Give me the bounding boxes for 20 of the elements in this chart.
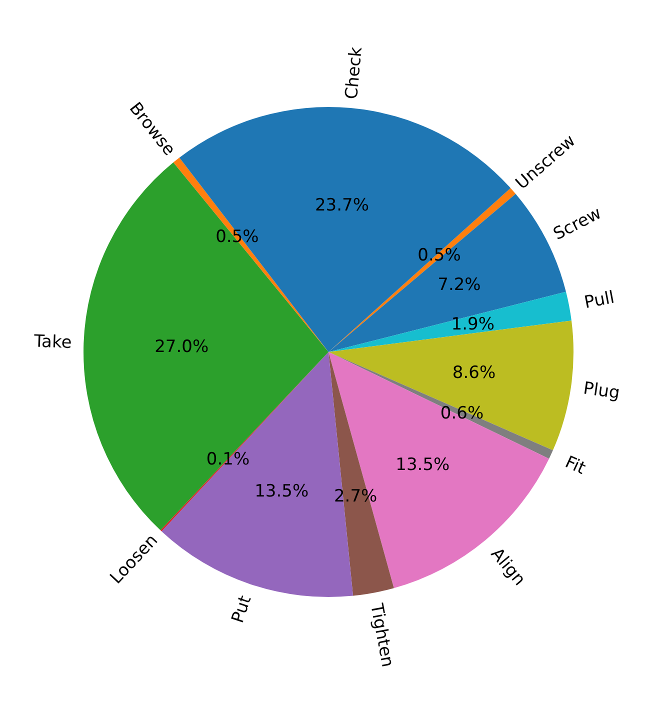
slice-label: Tighten — [366, 601, 398, 669]
slice-label: Check — [342, 46, 367, 100]
pie-slice — [328, 352, 550, 588]
data-label: 23.7% — [314, 196, 369, 216]
data-label: 13.5% — [254, 481, 309, 502]
pie-slice — [328, 292, 572, 352]
data-label: 1.9% — [451, 314, 494, 334]
pie-slice — [328, 352, 553, 459]
data-label: 7.2% — [438, 274, 481, 295]
data-label: 27.0% — [154, 336, 209, 357]
slice-label: Plug — [582, 378, 622, 404]
data-label: 8.6% — [452, 362, 496, 383]
slice-label: Fit — [562, 452, 589, 480]
slice-label: Take — [32, 332, 72, 353]
slice-label: Pull — [582, 288, 616, 313]
slice-label: Put — [228, 592, 256, 626]
data-label: 0.5% — [216, 226, 259, 247]
pie-slice — [328, 352, 394, 596]
data-label: 13.5% — [396, 454, 450, 475]
data-label: 0.6% — [440, 404, 484, 424]
